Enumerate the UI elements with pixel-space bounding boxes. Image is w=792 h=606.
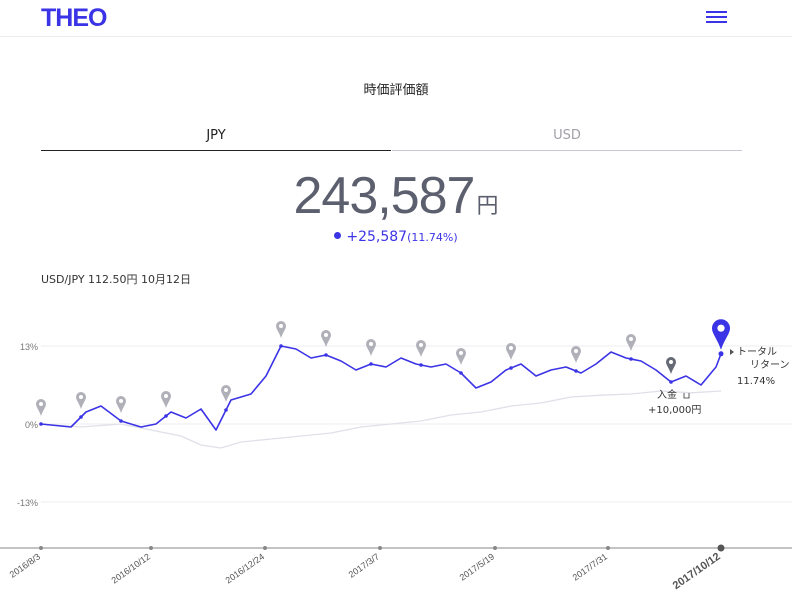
map-pin-hole xyxy=(224,388,228,392)
logo[interactable]: THEO xyxy=(41,4,107,32)
change-dot-icon xyxy=(334,232,342,239)
map-pin-hole xyxy=(39,402,43,406)
map-pin-hole xyxy=(574,349,578,353)
x-tick-dot xyxy=(263,546,267,550)
map-pin-hole xyxy=(164,394,168,398)
map-pin-hole xyxy=(324,333,328,337)
map-pin-hole xyxy=(717,324,725,332)
map-pin-icon[interactable] xyxy=(116,396,126,413)
map-pin-hole xyxy=(629,337,633,341)
fx-rate: USD/JPY 112.50円 10月12日 xyxy=(41,273,192,286)
total-return-arrow-icon xyxy=(730,349,734,355)
x-tick-label: 2016/12/24 xyxy=(224,551,267,585)
performance-chart: 13% 0% -13% 2016/8/3 2016/10/12 2016/12/24 201… xyxy=(0,319,792,592)
event-dot xyxy=(224,408,228,412)
deposit-icon xyxy=(683,393,690,399)
map-pin-icon[interactable] xyxy=(666,357,676,374)
map-pin-hole xyxy=(459,351,463,355)
x-tick-label: 2016/8/3 xyxy=(8,551,42,579)
map-pin-icon[interactable] xyxy=(366,339,376,356)
menu-line xyxy=(706,16,727,18)
change-value: +25,587 xyxy=(346,229,408,245)
map-pin-icon[interactable] xyxy=(506,343,516,360)
portfolio-line xyxy=(40,345,722,431)
tab-jpy[interactable]: JPY xyxy=(41,126,391,151)
amount-unit: 円 xyxy=(476,194,499,219)
amount-value: 243,587 xyxy=(293,167,476,225)
x-tick-label: 2017/3/7 xyxy=(347,551,381,579)
map-pin-icon[interactable] xyxy=(221,385,231,402)
event-dot xyxy=(459,371,463,375)
map-pin-hole xyxy=(79,395,83,399)
section-title: 時価評価額 xyxy=(363,83,429,98)
change-percent: (11.74%) xyxy=(407,231,458,244)
event-dot xyxy=(509,366,513,370)
map-pin-hole xyxy=(419,343,423,347)
map-pin-icon[interactable] xyxy=(276,321,286,338)
map-pin-icon[interactable] xyxy=(626,334,636,351)
map-pin-hole xyxy=(369,342,373,346)
x-tick-label: 2016/10/12 xyxy=(110,551,153,585)
change-indicator: +25,587(11.74%) xyxy=(0,229,792,245)
event-dot xyxy=(669,380,673,384)
total-return-label: リターン xyxy=(750,359,790,371)
x-tick-dot xyxy=(378,546,382,550)
event-dot xyxy=(369,362,373,366)
portfolio-line xyxy=(40,390,722,449)
map-pin-hole xyxy=(669,360,673,364)
map-pin-icon[interactable] xyxy=(76,392,86,409)
total-return-value: 11.74% xyxy=(737,376,775,387)
current-pin-icon[interactable] xyxy=(712,319,730,350)
x-tick-dot xyxy=(717,544,725,552)
menu-line xyxy=(706,21,727,23)
event-dot xyxy=(574,369,578,373)
event-dot xyxy=(164,414,168,418)
currency-tabs: JPY USD xyxy=(41,126,742,151)
deposit-value: +10,000円 xyxy=(648,405,701,416)
event-dot xyxy=(119,419,123,423)
map-pin-icon[interactable] xyxy=(571,346,581,363)
x-tick-dot xyxy=(149,546,153,550)
deposit-label: 入金 xyxy=(657,388,677,401)
header: THEO xyxy=(0,0,792,37)
total-return-label: トータル xyxy=(737,346,777,358)
event-dot xyxy=(39,422,43,426)
event-dot xyxy=(324,353,328,357)
y-tick-label: 13% xyxy=(20,342,38,352)
map-pin-hole xyxy=(509,346,513,350)
x-tick-dot xyxy=(39,546,43,550)
x-tick-dot xyxy=(493,546,497,550)
x-tick-label: 2017/7/31 xyxy=(571,551,610,582)
event-dot xyxy=(629,357,633,361)
hamburger-icon[interactable] xyxy=(706,10,727,24)
menu-line xyxy=(706,11,727,13)
total-amount: 243,587円 xyxy=(0,166,792,226)
event-dot xyxy=(279,344,283,348)
x-tick-dot xyxy=(606,546,610,550)
y-tick-label: 0% xyxy=(25,420,38,430)
x-tick-label: 2017/5/19 xyxy=(458,551,497,582)
tab-usd[interactable]: USD xyxy=(392,126,742,151)
map-pin-icon[interactable] xyxy=(321,330,331,347)
event-dot xyxy=(79,415,83,419)
map-pin-icon[interactable] xyxy=(161,391,171,408)
map-pin-icon[interactable] xyxy=(36,398,47,416)
map-pin-hole xyxy=(279,324,283,328)
map-pin-icon[interactable] xyxy=(416,340,426,357)
event-dot xyxy=(419,363,423,367)
end-dot xyxy=(718,351,724,357)
map-pin-icon[interactable] xyxy=(456,348,466,365)
y-tick-label: -13% xyxy=(17,498,38,508)
x-tick-label: 2017/10/12 xyxy=(671,551,723,592)
map-pin-hole xyxy=(119,399,123,403)
